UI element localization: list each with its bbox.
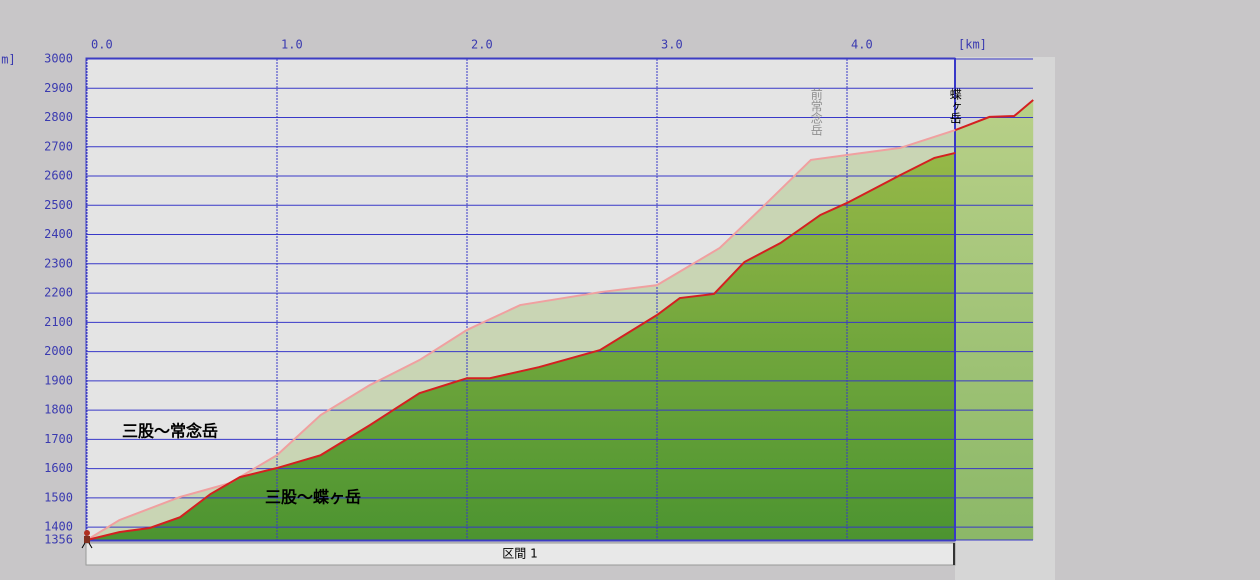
x-tick-label: 0.0 (91, 38, 113, 52)
y-tick-label: 2900 (44, 81, 73, 95)
area (955, 99, 1034, 541)
y-tick-label: 2300 (44, 256, 73, 270)
y-tick-label: 1700 (44, 432, 73, 446)
y-tick-label: 1900 (44, 373, 73, 387)
y-tick-label: 1500 (44, 490, 73, 504)
y-tick-label: 2100 (44, 315, 73, 329)
y-tick-label: 1800 (44, 403, 73, 417)
y-tick-label: 2500 (44, 198, 73, 212)
y-tick-label: 2400 (44, 227, 73, 241)
y-tick-label: 2000 (44, 344, 73, 358)
series-label: 三股～常念岳 (122, 422, 218, 441)
line (954, 99, 1034, 132)
x-unit: [km] (958, 38, 987, 52)
x-tick-label: 2.0 (471, 38, 493, 52)
series-label: 三股～蝶ヶ岳 (265, 488, 361, 507)
y-unit: [m] (0, 53, 16, 67)
y-tick-label: 1356 (44, 533, 73, 547)
y-tick-label: 2200 (44, 286, 73, 300)
y-tick-label: 1600 (44, 461, 73, 475)
y-tick-label: 1400 (44, 520, 73, 534)
y-tick-label: 3000 (44, 52, 73, 66)
hiker-icon (81, 530, 93, 549)
x-tick-label: 4.0 (851, 38, 873, 52)
area (87, 152, 956, 540)
line (86, 129, 956, 541)
y-tick-label: 2700 (44, 139, 73, 153)
peak-label: 前常念岳 (809, 87, 823, 136)
line (86, 151, 956, 541)
peak-label: 蝶ヶ岳 (948, 87, 962, 124)
x-tick-label: 1.0 (281, 38, 303, 52)
x-tick-label: 3.0 (661, 38, 683, 52)
y-tick-label: 2800 (44, 110, 73, 124)
y-tick-label: 2600 (44, 169, 73, 183)
section-label: 区間 1 (502, 547, 537, 561)
